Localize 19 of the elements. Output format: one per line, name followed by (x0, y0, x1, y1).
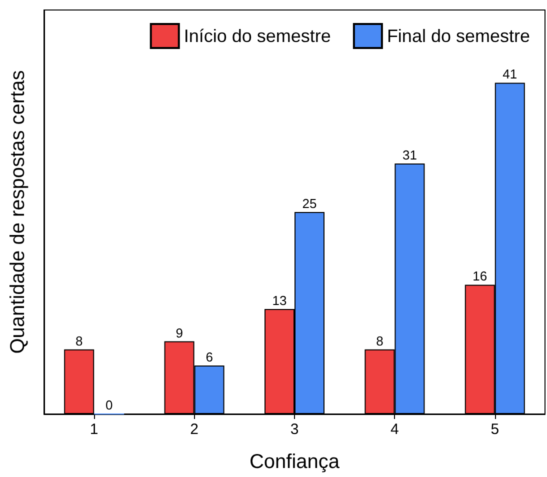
legend-label: Início do semestre (184, 26, 331, 46)
x-axis-title: Confiança (249, 451, 340, 473)
x-tick-label: 1 (90, 421, 98, 438)
data-label: 8 (376, 333, 384, 348)
data-label: 13 (272, 292, 287, 308)
data-label: 31 (402, 148, 417, 163)
data-label: 25 (302, 196, 317, 211)
data-label: 9 (176, 325, 183, 340)
data-label: 16 (472, 268, 488, 284)
y-axis-title: Quantidade de respostas certas (7, 70, 29, 354)
legend-label: Final do semestre (386, 26, 530, 46)
data-label: 8 (75, 333, 83, 348)
x-tick-label: 2 (190, 421, 198, 438)
x-tick-label: 5 (490, 421, 500, 438)
x-tick-label: 4 (390, 421, 399, 438)
data-label: 0 (105, 398, 113, 412)
data-label: 41 (502, 66, 518, 82)
x-tick-label: 3 (290, 421, 299, 438)
data-label: 6 (206, 350, 213, 365)
